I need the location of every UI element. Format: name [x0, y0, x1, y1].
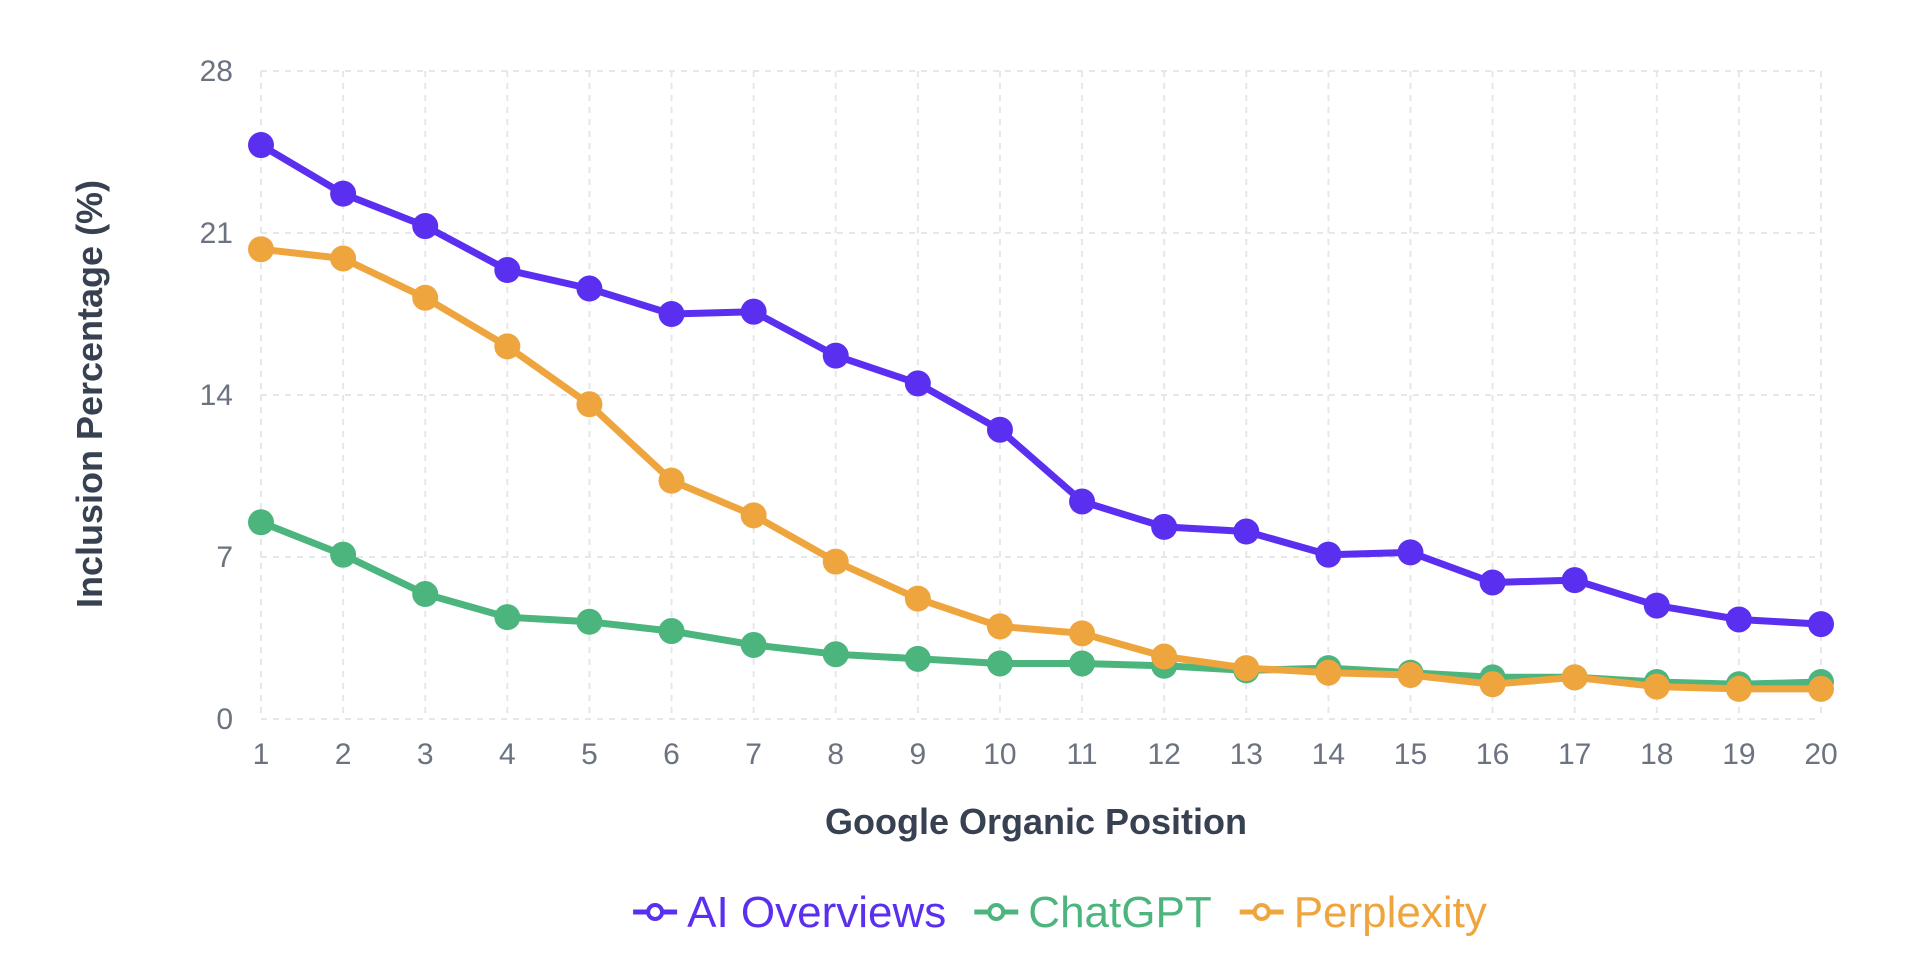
legend-marker-icon [987, 903, 1006, 921]
series-line [257, 245, 1825, 693]
x-tick-label: 15 [1394, 738, 1427, 771]
data-point[interactable] [248, 132, 274, 159]
data-point[interactable] [822, 342, 849, 369]
data-point[interactable] [1069, 488, 1096, 515]
legend-item-chatgpt[interactable]: ChatGPT [974, 888, 1212, 937]
x-tick-label: 3 [417, 738, 434, 771]
x-tick-label: 5 [581, 738, 598, 771]
series-perplexity [248, 236, 1834, 702]
data-point[interactable] [904, 585, 931, 612]
data-point[interactable] [412, 213, 439, 240]
y-axis-title: Inclusion Percentage (%) [69, 180, 110, 608]
data-point[interactable] [1808, 611, 1834, 638]
data-point[interactable] [740, 631, 767, 658]
series-line [257, 518, 1825, 688]
x-tick-label: 9 [909, 738, 926, 771]
data-point[interactable] [330, 541, 357, 568]
x-tick-label: 11 [1066, 738, 1097, 771]
series-chatgpt [248, 509, 1834, 698]
series [248, 132, 1834, 702]
data-point[interactable] [330, 245, 357, 272]
legend-label: ChatGPT [1028, 888, 1211, 937]
x-tick-label: 14 [1312, 738, 1345, 771]
data-point[interactable] [740, 298, 767, 325]
data-point[interactable] [986, 613, 1013, 640]
y-tick-label: 0 [216, 703, 233, 736]
legend-item-ai-overviews[interactable]: AI Overviews [633, 888, 946, 937]
series-ai-overviews [248, 132, 1834, 638]
data-point[interactable] [1397, 539, 1424, 566]
grid [260, 70, 1822, 720]
data-point[interactable] [986, 416, 1013, 443]
x-tick-label: 12 [1147, 738, 1180, 771]
y-tick-label: 28 [200, 55, 233, 88]
data-point[interactable] [1151, 643, 1178, 670]
data-point[interactable] [1151, 513, 1178, 540]
data-point[interactable] [494, 604, 521, 631]
data-point[interactable] [1233, 518, 1260, 545]
x-tick-label: 4 [499, 738, 516, 771]
data-point[interactable] [412, 581, 439, 608]
data-point[interactable] [1725, 606, 1752, 633]
x-tick-label: 10 [983, 738, 1016, 771]
series-line [257, 141, 1825, 628]
data-point[interactable] [1315, 659, 1342, 686]
x-tick-label: 2 [335, 738, 352, 771]
y-tick-label: 7 [216, 541, 233, 574]
data-point[interactable] [1069, 650, 1096, 677]
data-point[interactable] [740, 502, 767, 529]
x-tick-label: 20 [1804, 738, 1837, 771]
x-tick-label: 18 [1640, 738, 1673, 771]
data-point[interactable] [1561, 567, 1588, 594]
data-point[interactable] [1069, 620, 1096, 647]
data-point[interactable] [1479, 671, 1506, 698]
data-point[interactable] [494, 257, 521, 284]
data-point[interactable] [1808, 675, 1834, 702]
data-point[interactable] [904, 370, 931, 397]
data-point[interactable] [658, 618, 685, 645]
data-point[interactable] [412, 284, 439, 311]
x-tick-label: 16 [1476, 738, 1509, 771]
data-point[interactable] [330, 180, 357, 207]
x-tick-label: 7 [745, 738, 762, 771]
data-point[interactable] [904, 645, 931, 672]
data-point[interactable] [822, 641, 849, 668]
x-axis: 1 2 3 4 5 6 7 8 9 10 11 12 13 14 15 16 17 18 19 20 [253, 738, 1838, 771]
data-point[interactable] [1233, 655, 1260, 682]
data-point[interactable] [822, 548, 849, 575]
x-tick-label: 19 [1722, 738, 1755, 771]
data-point[interactable] [1643, 592, 1670, 619]
data-point[interactable] [576, 391, 603, 418]
data-point[interactable] [1397, 662, 1424, 689]
y-axis: 0 7 14 21 28 [200, 55, 233, 736]
x-axis-title: Google Organic Position [825, 801, 1247, 842]
data-point[interactable] [658, 301, 685, 327]
data-point[interactable] [658, 467, 685, 494]
data-point[interactable] [576, 608, 603, 635]
x-tick-label: 6 [663, 738, 680, 771]
legend[interactable]: AI Overviews ChatGPT Perplexity [633, 888, 1487, 937]
legend-marker-icon [1252, 903, 1271, 921]
data-point[interactable] [1561, 664, 1588, 691]
data-point[interactable] [1479, 569, 1506, 596]
legend-label: AI Overviews [687, 888, 946, 937]
y-tick-label: 21 [200, 217, 233, 250]
data-point[interactable] [576, 275, 603, 302]
x-tick-label: 13 [1230, 738, 1263, 771]
data-point[interactable] [248, 236, 274, 263]
x-tick-label: 8 [827, 738, 844, 771]
legend-item-perplexity[interactable]: Perplexity [1239, 888, 1487, 937]
x-tick-label: 17 [1558, 738, 1591, 771]
data-point[interactable] [1315, 541, 1342, 568]
legend-label: Perplexity [1294, 888, 1487, 937]
y-tick-label: 14 [200, 379, 233, 412]
data-point[interactable] [1643, 673, 1670, 700]
legend-marker-icon [646, 903, 665, 921]
x-tick-label: 1 [253, 738, 270, 771]
data-point[interactable] [494, 333, 521, 360]
data-point[interactable] [248, 509, 274, 536]
data-point[interactable] [986, 650, 1013, 677]
data-point[interactable] [1725, 675, 1752, 702]
